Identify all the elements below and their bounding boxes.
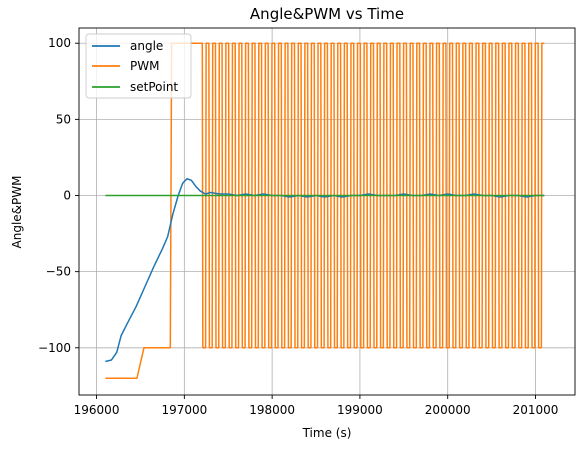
y-tick-label: 100 [48,36,71,50]
legend-label-angle: angle [130,39,163,53]
series-line-pwm [105,42,545,379]
series-lines [105,42,545,379]
y-axis-label: Angle&PWM [10,176,24,249]
legend-box [85,33,192,99]
x-tick-label: 200000 [425,403,471,417]
y-tick-label: −100 [38,341,71,355]
x-axis-label: Time (s) [302,426,352,440]
legend: angle PWM setPoint [85,33,192,99]
x-tick-label: 196000 [74,403,120,417]
axis-ticks: 196000 197000 198000 199000 200000 201000 −100… [38,36,558,417]
x-tick-label: 198000 [249,403,295,417]
y-tick-label: −50 [46,265,71,279]
x-tick-label: 197000 [161,403,207,417]
y-tick-label: 50 [56,112,71,126]
legend-label-pwm: PWM [130,59,159,73]
x-tick-label: 201000 [513,403,559,417]
legend-label-setpoint: setPoint [130,80,178,94]
y-tick-label: 0 [63,189,71,203]
x-tick-label: 199000 [337,403,383,417]
chart-title: Angle&PWM vs Time [250,5,404,23]
plot-frame [78,27,576,396]
